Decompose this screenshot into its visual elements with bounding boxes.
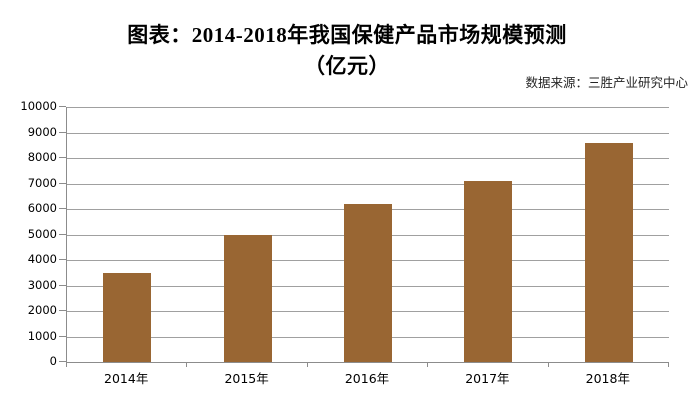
x-axis-label: 2017年 <box>465 371 510 386</box>
gridline <box>67 158 669 159</box>
y-axis-tick <box>59 208 66 209</box>
chart-title-line1: 图表：2014-2018年我国保健产品市场规模预测 <box>127 23 567 47</box>
y-axis-tick <box>59 361 66 362</box>
x-axis-tick <box>186 363 188 367</box>
y-axis-tick <box>59 157 66 158</box>
y-axis-tick <box>59 182 66 184</box>
bar <box>344 203 392 362</box>
bar <box>584 142 633 362</box>
y-axis-label: 8000 <box>27 150 57 164</box>
y-axis-label: 1000 <box>27 328 57 343</box>
x-axis-label: 2016年 <box>344 371 390 386</box>
y-axis-tick <box>59 259 66 260</box>
x-axis-label: 2018年 <box>585 371 630 386</box>
y-axis-tick <box>59 310 66 311</box>
x-axis-tick <box>668 363 669 367</box>
y-axis-tick <box>59 284 66 286</box>
x-axis-tick <box>427 363 429 367</box>
y-axis-label: 3000 <box>27 277 57 292</box>
bar <box>223 234 272 362</box>
x-axis-tick <box>306 363 308 367</box>
y-axis-tick <box>59 233 66 235</box>
gridline <box>67 107 669 108</box>
plot-area <box>66 107 669 363</box>
bar <box>103 272 152 362</box>
y-axis-label: 5000 <box>27 226 57 241</box>
x-axis-label: 2014年 <box>104 371 149 386</box>
y-axis-tick <box>59 131 66 133</box>
chart-title: 图表：2014-2018年我国保健产品市场规模预测 （亿元） <box>0 20 694 82</box>
data-source-label: 数据来源：三胜产业研究中心 <box>525 75 688 90</box>
y-axis-label: 7000 <box>27 175 57 190</box>
y-axis-label: 6000 <box>27 201 57 215</box>
y-axis-tick <box>59 335 66 337</box>
y-axis-label: 4000 <box>27 252 57 266</box>
x-axis-label: 2015年 <box>224 371 269 386</box>
y-axis-label: 2000 <box>27 303 57 317</box>
y-axis-label: 0 <box>49 354 57 368</box>
x-axis-tick <box>66 363 67 367</box>
y-axis-tick <box>59 106 66 107</box>
bar <box>464 180 513 362</box>
chart-title-line2: （亿元） <box>304 54 390 78</box>
y-axis-label: 9000 <box>27 124 57 139</box>
gridline <box>67 132 669 134</box>
gridline <box>67 183 669 185</box>
y-axis-label: 10000 <box>20 99 57 113</box>
x-axis-tick <box>547 363 549 367</box>
